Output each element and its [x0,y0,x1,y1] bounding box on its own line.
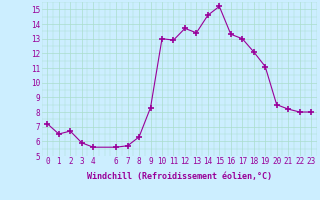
X-axis label: Windchill (Refroidissement éolien,°C): Windchill (Refroidissement éolien,°C) [87,172,272,181]
